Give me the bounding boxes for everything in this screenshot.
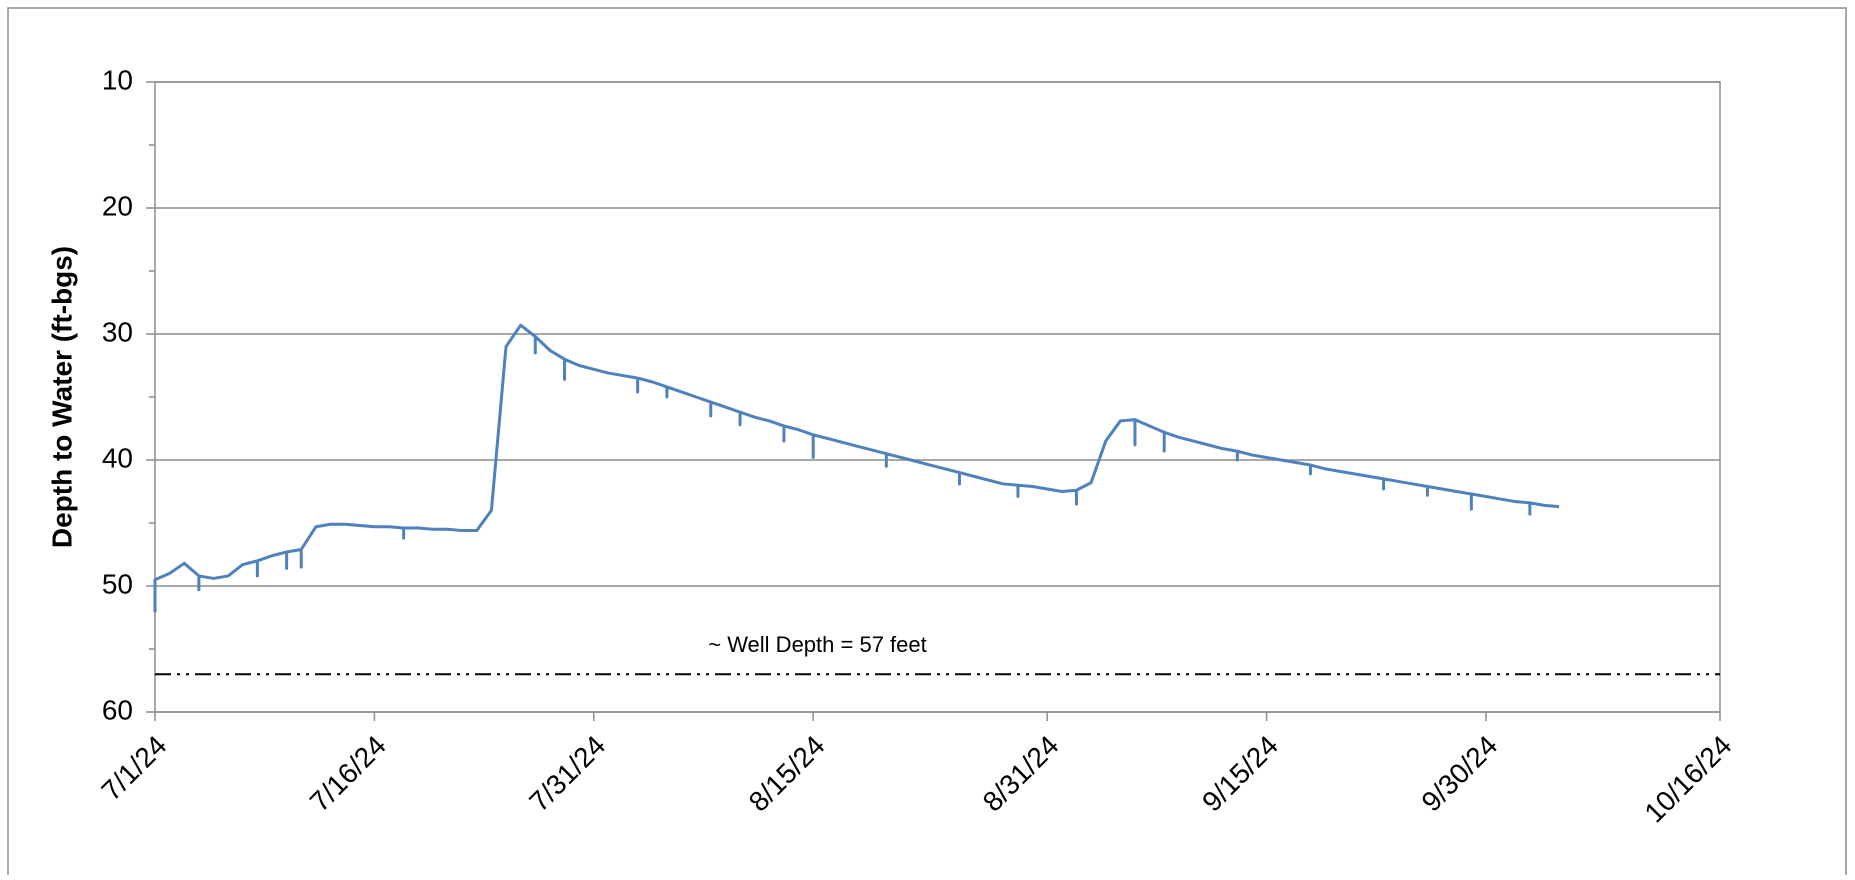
y-tick-label: 50 [102,568,133,599]
y-tick-label: 60 [102,694,133,725]
y-tick-label: 30 [102,316,133,347]
data-line [153,323,1560,613]
y-tick-label: 40 [102,442,133,473]
y-tick-label: 20 [102,190,133,221]
chart-frame [7,7,1847,879]
reference-label: ~ Well Depth = 57 feet [708,632,927,657]
y-axis-label: Depth to Water (ft-bgs) [46,246,77,548]
y-tick-label: 10 [102,64,133,95]
